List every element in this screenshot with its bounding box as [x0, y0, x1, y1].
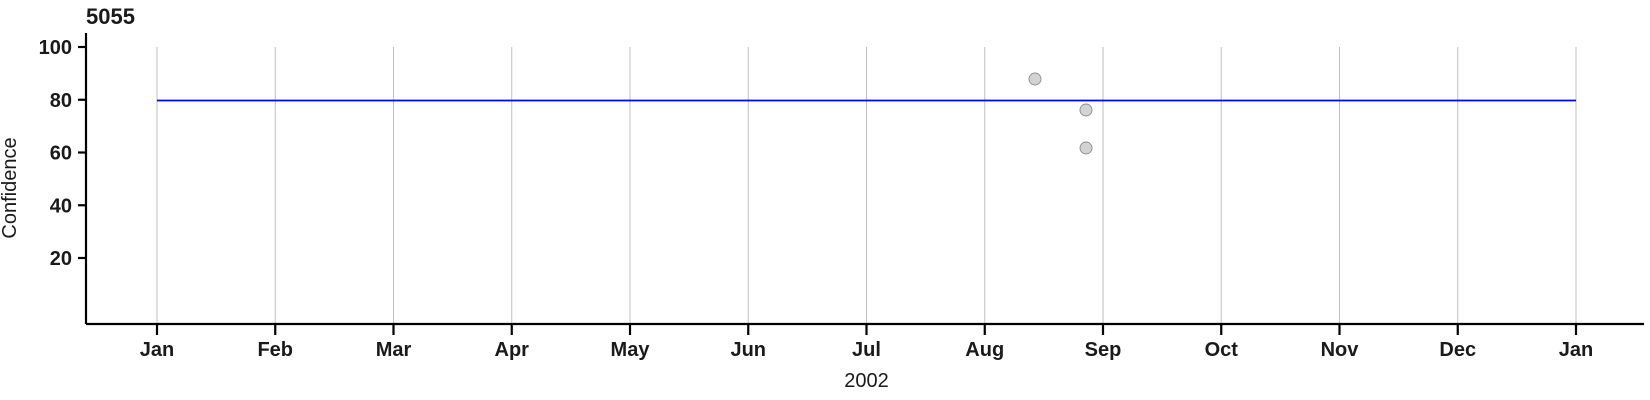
- svg-text:100: 100: [39, 37, 72, 59]
- svg-text:5055: 5055: [86, 4, 135, 29]
- svg-text:Oct: Oct: [1205, 339, 1239, 361]
- svg-text:Jun: Jun: [730, 339, 766, 361]
- svg-text:60: 60: [50, 143, 72, 165]
- svg-text:20: 20: [50, 248, 72, 270]
- svg-text:Nov: Nov: [1321, 339, 1360, 361]
- svg-text:Dec: Dec: [1439, 339, 1476, 361]
- svg-text:Sep: Sep: [1085, 339, 1122, 361]
- svg-text:Jan: Jan: [140, 339, 174, 361]
- svg-text:Jul: Jul: [852, 339, 881, 361]
- svg-text:Confidence: Confidence: [0, 137, 21, 238]
- svg-text:40: 40: [50, 195, 72, 217]
- svg-text:May: May: [611, 339, 651, 361]
- svg-text:Aug: Aug: [965, 339, 1004, 361]
- svg-text:Jan: Jan: [1559, 339, 1593, 361]
- svg-text:80: 80: [50, 90, 72, 112]
- svg-text:2002: 2002: [844, 370, 889, 392]
- svg-text:Feb: Feb: [257, 339, 293, 361]
- svg-text:Mar: Mar: [376, 339, 412, 361]
- svg-text:Apr: Apr: [495, 339, 530, 361]
